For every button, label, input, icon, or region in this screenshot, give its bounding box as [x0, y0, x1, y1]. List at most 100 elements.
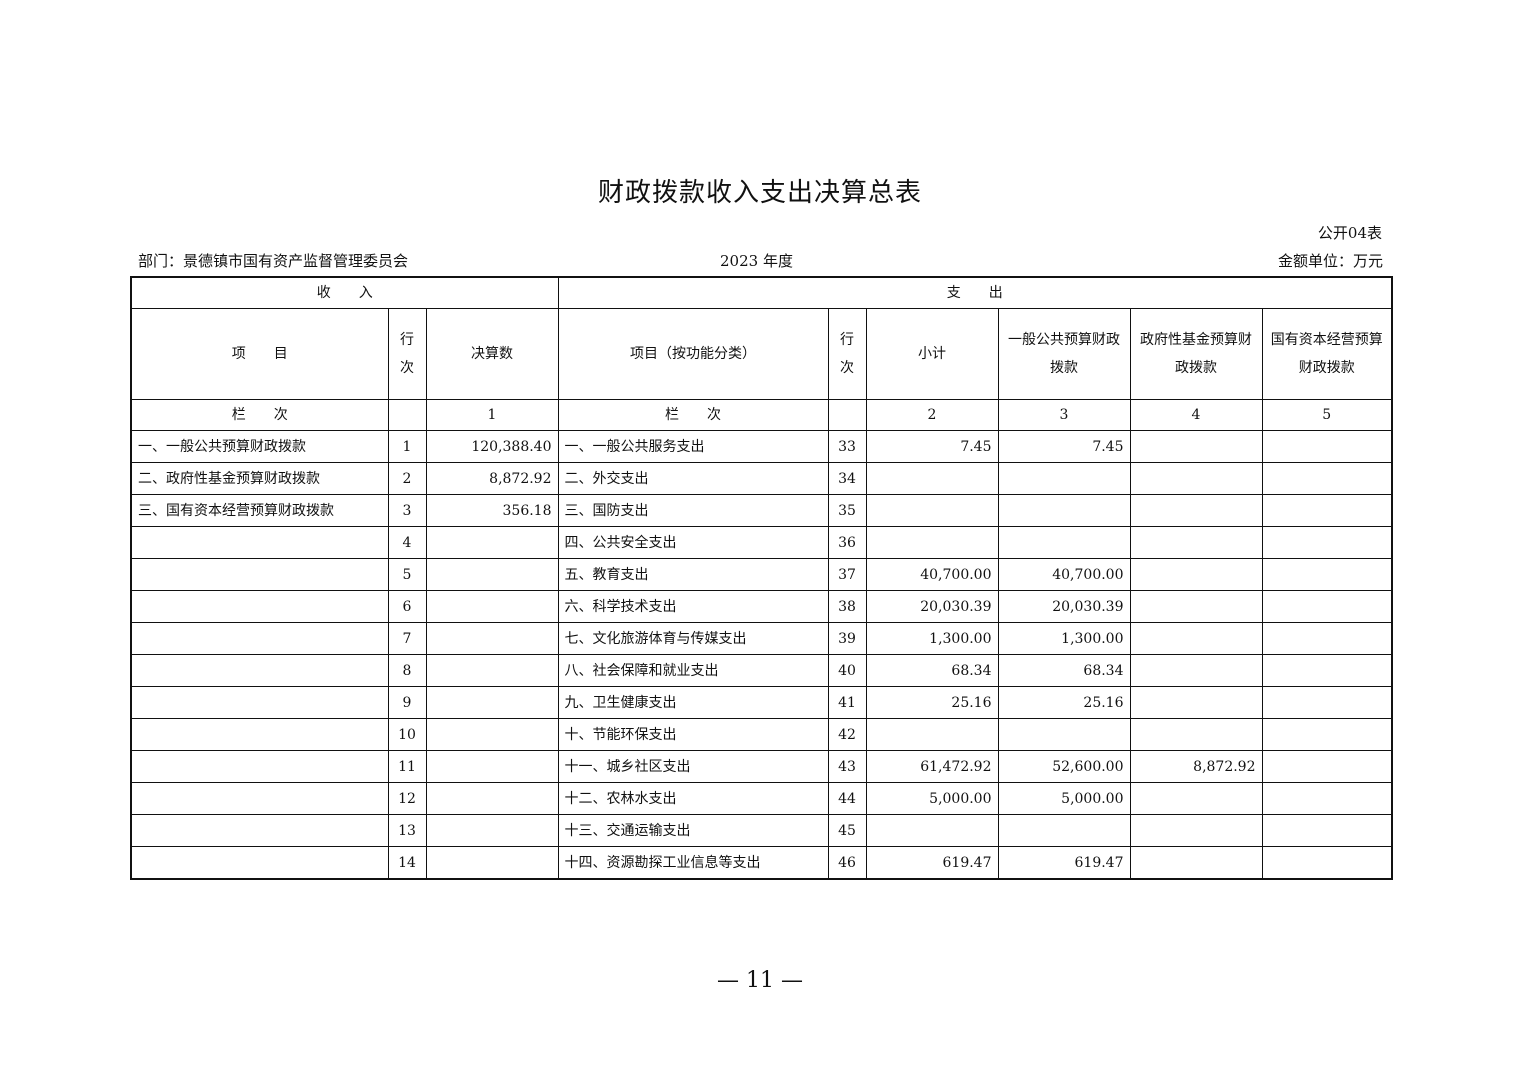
- table-row: 11 十一、城乡社区支出 43 61,472.92 52,600.00 8,872.92: [130, 750, 1393, 783]
- expense-item-cell: 九、卫生健康支出: [557, 686, 829, 719]
- general-budget-amount-cell: 68.34: [997, 654, 1131, 687]
- table-row: 三、国有资本经营预算财政拨款 3 356.18 三、国防支出 35: [130, 494, 1393, 527]
- table-row: 6 六、科学技术支出 38 20,030.39 20,030.39: [130, 590, 1393, 623]
- general-budget-amount-cell: 619.47: [997, 846, 1131, 880]
- state-capital-amount-cell: [1261, 814, 1393, 847]
- state-capital-amount-cell: [1261, 462, 1393, 495]
- income-row-no-cell: 14: [387, 846, 427, 880]
- gov-fund-amount-cell: [1129, 462, 1263, 495]
- state-capital-amount-cell: [1261, 494, 1393, 527]
- state-capital-header: 国有资本经营预算财政拨款: [1261, 308, 1393, 400]
- income-amount-cell: [425, 622, 559, 655]
- general-budget-header: 一般公共预算财政拨款: [997, 308, 1131, 400]
- expense-item-cell: 六、科学技术支出: [557, 590, 829, 623]
- expense-item-header: 项目（按功能分类）: [557, 308, 829, 400]
- gov-fund-amount-cell: [1129, 590, 1263, 623]
- income-amount-cell: [425, 718, 559, 751]
- general-budget-amount-cell: [997, 718, 1131, 751]
- income-item-cell: [130, 526, 389, 559]
- general-budget-amount-cell: 40,700.00: [997, 558, 1131, 591]
- income-item-cell: [130, 750, 389, 783]
- subtotal-header: 小计: [865, 308, 999, 400]
- state-capital-amount-cell: [1261, 750, 1393, 783]
- subtotal-cell: 5,000.00: [865, 782, 999, 815]
- income-amount-cell: [425, 558, 559, 591]
- expense-row-no-cell: 40: [827, 654, 867, 687]
- column-number: 2: [865, 399, 999, 431]
- income-row-no-cell: 4: [387, 526, 427, 559]
- expense-row-no-cell: 38: [827, 590, 867, 623]
- expense-item-cell: 十、节能环保支出: [557, 718, 829, 751]
- table-number: 公开04表: [1317, 224, 1382, 242]
- general-budget-amount-cell: 20,030.39: [997, 590, 1131, 623]
- column-number: 4: [1129, 399, 1263, 431]
- expense-item-cell: 十三、交通运输支出: [557, 814, 829, 847]
- income-amount-cell: [425, 526, 559, 559]
- expense-item-cell: 十四、资源勘探工业信息等支出: [557, 846, 829, 880]
- table-row: 4 四、公共安全支出 36: [130, 526, 1393, 559]
- expense-item-cell: 一、一般公共服务支出: [557, 430, 829, 463]
- table-row: 5 五、教育支出 37 40,700.00 40,700.00: [130, 558, 1393, 591]
- subtotal-cell: 20,030.39: [865, 590, 999, 623]
- state-capital-amount-cell: [1261, 590, 1393, 623]
- general-budget-amount-cell: 25.16: [997, 686, 1131, 719]
- income-amount-cell: 356.18: [425, 494, 559, 527]
- expense-item-cell: 十一、城乡社区支出: [557, 750, 829, 783]
- income-row-no-cell: 13: [387, 814, 427, 847]
- empty-cell: [827, 399, 867, 431]
- amount-unit: 金额单位：万元: [1277, 252, 1383, 270]
- subtotal-cell: 25.16: [865, 686, 999, 719]
- income-item-cell: 二、政府性基金预算财政拨款: [130, 462, 389, 495]
- subtotal-cell: [865, 526, 999, 559]
- income-row-no-cell: 8: [387, 654, 427, 687]
- expense-item-cell: 四、公共安全支出: [557, 526, 829, 559]
- income-row-no-header: 行次: [387, 308, 427, 400]
- gov-fund-amount-cell: [1129, 654, 1263, 687]
- state-capital-amount-cell: [1261, 686, 1393, 719]
- income-item-cell: [130, 814, 389, 847]
- expense-row-no-cell: 42: [827, 718, 867, 751]
- income-amount-cell: 8,872.92: [425, 462, 559, 495]
- income-row-no-cell: 3: [387, 494, 427, 527]
- subtotal-cell: [865, 494, 999, 527]
- income-row-no-cell: 5: [387, 558, 427, 591]
- state-capital-amount-cell: [1261, 654, 1393, 687]
- income-item-cell: [130, 846, 389, 880]
- income-row-no-cell: 9: [387, 686, 427, 719]
- expense-row-no-cell: 46: [827, 846, 867, 880]
- income-item-cell: [130, 558, 389, 591]
- table-row: 二、政府性基金预算财政拨款 2 8,872.92 二、外交支出 34: [130, 462, 1393, 495]
- table-row: 9 九、卫生健康支出 41 25.16 25.16: [130, 686, 1393, 719]
- income-row-no-cell: 7: [387, 622, 427, 655]
- expense-row-no-cell: 39: [827, 622, 867, 655]
- state-capital-amount-cell: [1261, 846, 1393, 880]
- expense-row-no-header: 行次: [827, 308, 867, 400]
- expense-item-cell: 五、教育支出: [557, 558, 829, 591]
- state-capital-amount-cell: [1261, 526, 1393, 559]
- expense-row-no-cell: 37: [827, 558, 867, 591]
- income-amount-cell: [425, 590, 559, 623]
- expense-item-cell: 三、国防支出: [557, 494, 829, 527]
- gov-fund-amount-cell: [1129, 430, 1263, 463]
- gov-fund-amount-cell: [1129, 622, 1263, 655]
- income-amount-cell: [425, 846, 559, 880]
- table-row: 8 八、社会保障和就业支出 40 68.34 68.34: [130, 654, 1393, 687]
- expense-row-no-cell: 34: [827, 462, 867, 495]
- general-budget-amount-cell: 5,000.00: [997, 782, 1131, 815]
- state-capital-amount-cell: [1261, 430, 1393, 463]
- gov-fund-amount-cell: [1129, 526, 1263, 559]
- department: 部门：景德镇市国有资产监督管理委员会: [138, 252, 409, 270]
- subtotal-cell: [865, 718, 999, 751]
- empty-cell: [387, 399, 427, 431]
- income-header: 收 入: [130, 276, 559, 309]
- expense-row-no-cell: 43: [827, 750, 867, 783]
- income-amount-cell: 120,388.40: [425, 430, 559, 463]
- income-row-no-cell: 10: [387, 718, 427, 751]
- budget-table: 收 入 支 出 项 目 行次 决算数 项目（按功能分类） 行次 小计 一般公共预…: [130, 276, 1393, 880]
- document-title: 财政拨款收入支出决算总表: [597, 178, 922, 208]
- expense-row-no-cell: 44: [827, 782, 867, 815]
- subtotal-cell: [865, 814, 999, 847]
- gov-fund-amount-cell: [1129, 846, 1263, 880]
- income-item-cell: 一、一般公共预算财政拨款: [130, 430, 389, 463]
- income-amount-cell: [425, 686, 559, 719]
